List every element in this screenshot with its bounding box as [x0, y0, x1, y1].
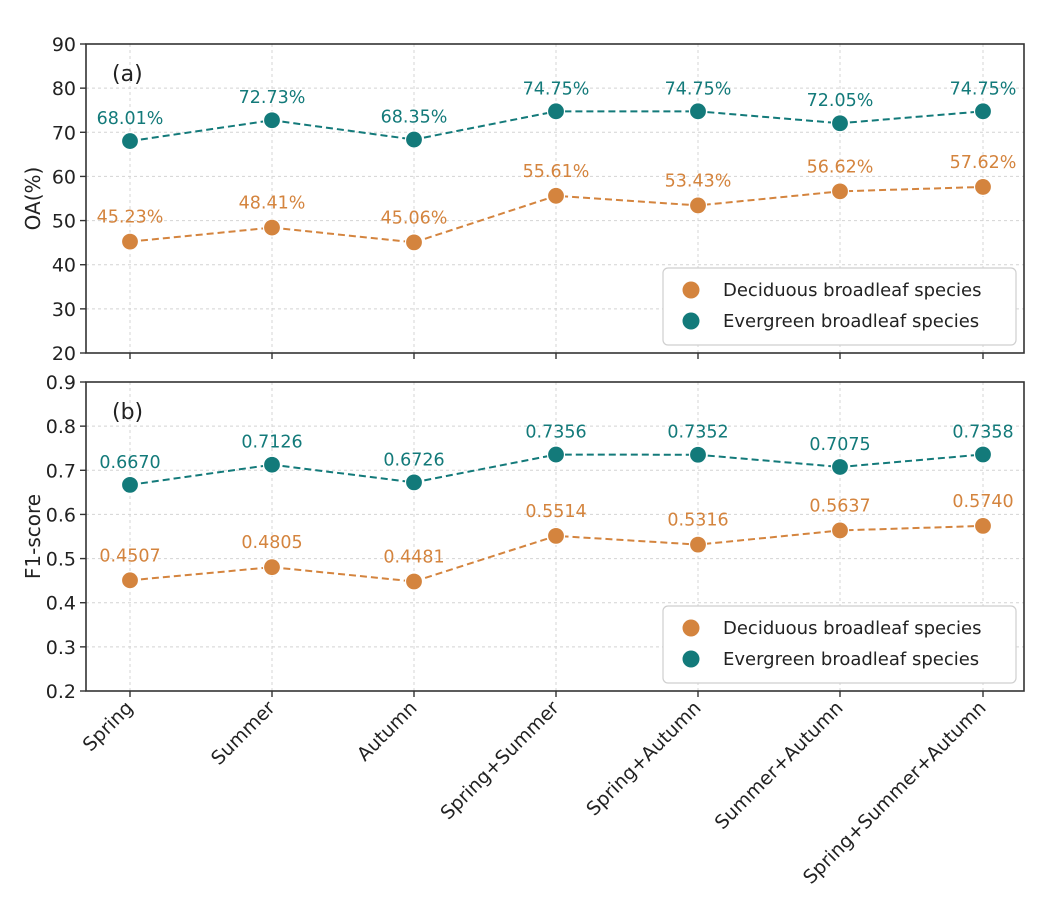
data-point-evergreen	[262, 111, 282, 130]
data-label-deciduous: 0.4481	[383, 547, 444, 567]
legend-marker-deciduous	[682, 281, 700, 299]
legend-marker-evergreen	[682, 312, 700, 330]
panel-label: (b)	[112, 400, 143, 425]
legend-box	[662, 605, 1017, 684]
data-point-deciduous	[404, 572, 424, 591]
x-tick-label: Summer+Autumn	[711, 697, 848, 834]
data-label-evergreen: 0.7075	[809, 435, 870, 455]
data-point-deciduous	[688, 196, 708, 215]
data-point-deciduous	[120, 571, 140, 590]
y-tick-label: 20	[52, 343, 76, 365]
chart-panel-b: 0.2 0.3 0.4 0.5 0.6 0.7 0.8 0.9 F1-score (b) 0.450…	[21, 372, 1025, 703]
y-tick-label: 0.8	[46, 416, 76, 438]
data-label-evergreen: 74.75%	[665, 79, 732, 99]
chart-panel-a: 20 30 40 50 60 70 80 90 OA(%) (a) 45.23% 48.41% 45.0…	[21, 34, 1025, 365]
legend-label-evergreen: Evergreen broadleaf species	[723, 311, 979, 332]
data-label-evergreen: 0.6670	[99, 453, 160, 473]
y-tick-label: 50	[52, 211, 76, 233]
data-point-evergreen	[688, 102, 708, 121]
data-point-evergreen	[546, 445, 566, 464]
y-tick-label: 80	[52, 78, 76, 100]
data-label-evergreen: 68.01%	[97, 109, 164, 129]
data-label-deciduous: 57.62%	[950, 153, 1017, 173]
data-label-deciduous: 0.5514	[525, 502, 586, 522]
legend-box	[662, 267, 1017, 346]
data-point-evergreen	[688, 445, 708, 464]
data-label-deciduous: 0.4507	[99, 546, 160, 566]
plot-frame	[85, 381, 1025, 692]
x-tick-label: Autumn	[353, 697, 422, 766]
data-label-evergreen: 0.7358	[952, 422, 1013, 442]
legend-label-evergreen: Evergreen broadleaf species	[723, 649, 979, 670]
y-axis-title: F1-score	[21, 494, 45, 579]
data-point-deciduous	[120, 232, 140, 251]
data-label-deciduous: 48.41%	[239, 194, 306, 214]
data-point-deciduous	[830, 521, 850, 540]
y-tick-label: 90	[52, 34, 76, 56]
x-tick-label: Spring	[79, 697, 138, 756]
data-point-evergreen	[973, 102, 993, 121]
y-tick-label: 0.3	[46, 637, 76, 659]
data-point-evergreen	[830, 114, 850, 133]
data-label-evergreen: 0.7356	[525, 423, 586, 443]
data-point-deciduous	[688, 535, 708, 554]
data-point-deciduous	[546, 186, 566, 205]
data-point-evergreen	[120, 131, 140, 151]
y-tick-label: 0.4	[46, 593, 76, 615]
data-point-evergreen	[404, 473, 424, 492]
legend: Deciduous broadleaf species Evergreen bro…	[662, 267, 1017, 346]
data-point-evergreen	[830, 457, 850, 477]
data-label-deciduous: 55.61%	[523, 162, 590, 182]
y-tick-label: 60	[52, 166, 76, 188]
data-point-evergreen	[404, 130, 424, 149]
y-axis-title: OA(%)	[21, 167, 45, 231]
data-label-evergreen: 72.73%	[239, 88, 306, 108]
data-point-deciduous	[262, 558, 282, 577]
legend-label-deciduous: Deciduous broadleaf species	[723, 618, 981, 639]
data-label-evergreen: 72.05%	[807, 91, 874, 111]
x-tick-label: Spring+Autumn	[582, 697, 705, 820]
data-label-evergreen: 0.7126	[241, 433, 302, 453]
data-label-deciduous: 0.5740	[952, 492, 1013, 512]
data-point-deciduous	[404, 233, 424, 252]
data-label-evergreen: 74.75%	[523, 79, 590, 99]
data-point-deciduous	[973, 516, 993, 536]
legend-marker-evergreen	[682, 650, 700, 668]
x-tick-label: Summer	[207, 697, 280, 770]
y-tick-label: 30	[52, 299, 76, 321]
y-tick-label: 0.9	[46, 372, 76, 394]
data-point-evergreen	[120, 475, 140, 494]
data-point-deciduous	[973, 177, 993, 197]
y-tick-label: 0.2	[46, 681, 76, 703]
y-tick-label: 40	[52, 255, 76, 277]
y-tick-label: 70	[52, 122, 76, 144]
data-point-evergreen	[973, 445, 993, 464]
data-label-deciduous: 53.43%	[665, 171, 732, 191]
plot-frame	[85, 43, 1025, 354]
data-label-evergreen: 68.35%	[381, 108, 448, 128]
data-label-evergreen: 0.7352	[667, 423, 728, 443]
data-label-deciduous: 56.62%	[807, 157, 874, 177]
data-label-deciduous: 0.5316	[667, 511, 728, 531]
legend-marker-deciduous	[682, 619, 700, 637]
legend: Deciduous broadleaf species Evergreen bro…	[662, 605, 1017, 684]
data-point-evergreen	[546, 102, 566, 121]
panel-label: (a)	[112, 62, 143, 87]
data-label-deciduous: 45.23%	[97, 208, 164, 228]
data-point-deciduous	[830, 182, 850, 201]
legend-label-deciduous: Deciduous broadleaf species	[723, 280, 981, 301]
data-point-evergreen	[262, 455, 282, 474]
y-tick-label: 0.6	[46, 504, 76, 526]
data-label-evergreen: 74.75%	[950, 79, 1017, 99]
x-tick-label: Spring+Summer	[436, 697, 563, 824]
y-tick-label: 0.5	[46, 549, 76, 571]
data-point-deciduous	[546, 526, 566, 545]
data-point-deciduous	[262, 218, 282, 237]
data-label-evergreen: 0.6726	[383, 450, 444, 470]
y-tick-label: 0.7	[46, 460, 76, 482]
data-label-deciduous: 0.4805	[241, 533, 302, 553]
data-label-deciduous: 45.06%	[381, 208, 448, 228]
data-label-deciduous: 0.5637	[809, 496, 870, 516]
